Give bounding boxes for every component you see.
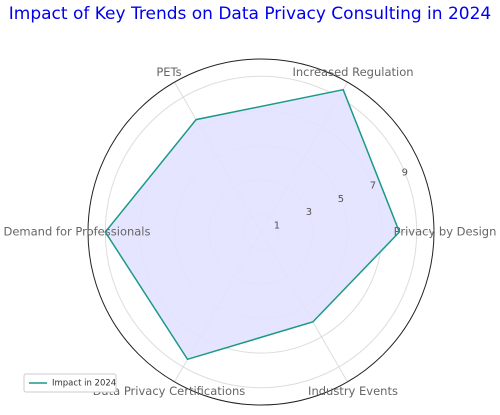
chart-title: Impact of Key Trends on Data Privacy Con…: [9, 4, 491, 24]
category-label: PETs: [156, 65, 181, 79]
category-label: Increased Regulation: [292, 65, 413, 79]
category-label: Privacy by Design: [394, 225, 497, 239]
r-tick-label: 3: [306, 207, 312, 218]
r-tick-label: 9: [402, 167, 408, 178]
legend-box: [23, 373, 117, 393]
r-tick-label: 5: [338, 194, 344, 205]
radar-area: [104, 88, 401, 361]
r-tick-label: 7: [370, 181, 376, 192]
legend: Impact in 2024: [23, 373, 117, 393]
category-label: Demand for Professionals: [4, 225, 151, 239]
category-label: Data Privacy Certifications: [93, 384, 246, 398]
legend-label: Impact in 2024: [52, 379, 116, 389]
r-tick-label: 1: [274, 220, 280, 231]
category-label: Industry Events: [308, 384, 398, 398]
outer-frame: [87, 58, 435, 406]
